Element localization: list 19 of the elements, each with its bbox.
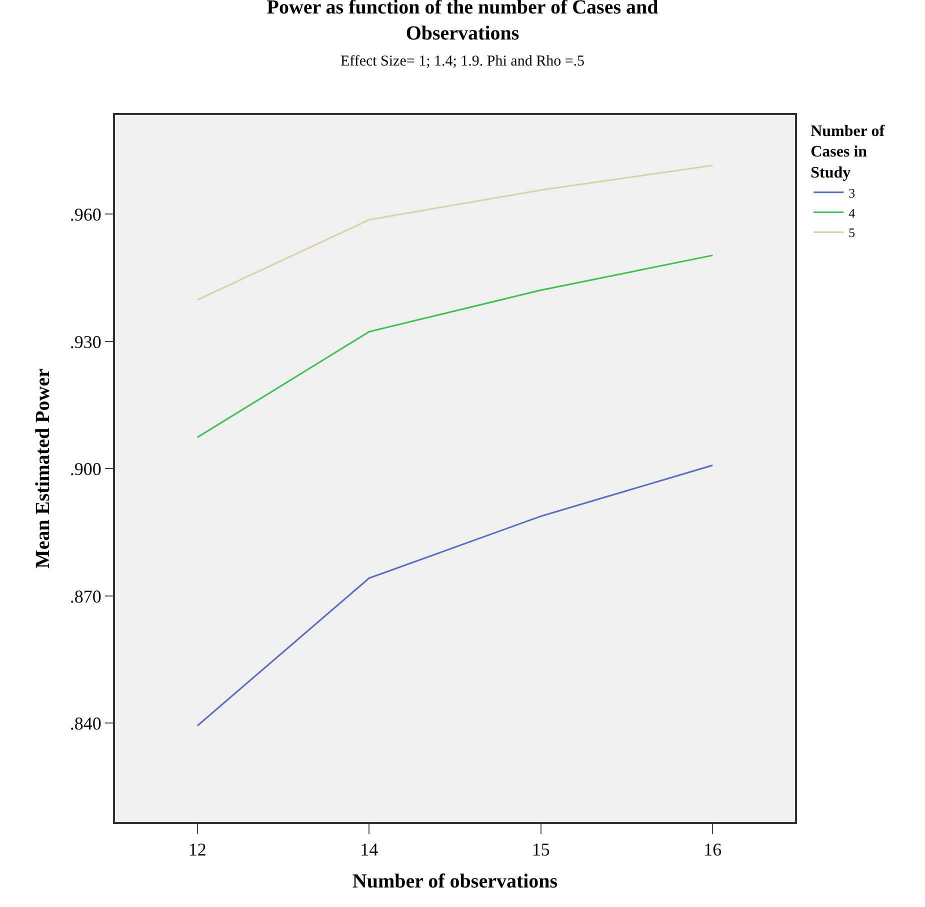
x-tick-label: 12 (188, 840, 206, 860)
x-axis-title: Number of observations (352, 870, 558, 893)
legend-label: 3 (848, 185, 856, 200)
y-tick-label: .930 (70, 332, 102, 352)
x-tick-label: 14 (360, 840, 378, 860)
line-series (196, 254, 714, 438)
line-series (196, 164, 714, 301)
legend-label: 4 (848, 205, 856, 220)
y-axis-title: Mean Estimated Power (32, 368, 54, 568)
y-tick-label: .870 (70, 586, 102, 606)
x-tick-label: 15 (532, 840, 550, 860)
x-tick-label: 16 (704, 840, 722, 860)
legend-title: Number of Cases in Study (810, 122, 886, 182)
y-tick-label: .960 (70, 204, 102, 225)
chart-subtitle: Effect Size= 1; 1.4; 1.9. Phi and Rho =.5 (340, 54, 585, 70)
line-series (196, 464, 714, 727)
y-tick-label: .840 (70, 713, 102, 734)
legend-label: 5 (848, 225, 856, 240)
y-tick-label: .900 (70, 459, 102, 480)
